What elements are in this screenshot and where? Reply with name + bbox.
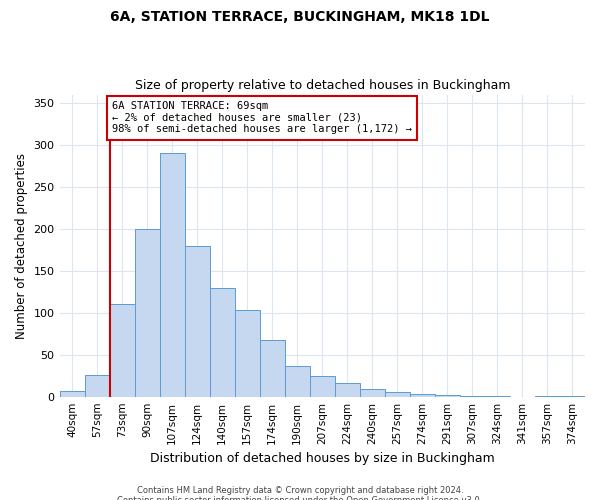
Text: Contains HM Land Registry data © Crown copyright and database right 2024.: Contains HM Land Registry data © Crown c… bbox=[137, 486, 463, 495]
Bar bbox=[235, 310, 260, 396]
Bar bbox=[134, 229, 160, 396]
Bar bbox=[310, 376, 335, 396]
Bar bbox=[59, 391, 85, 396]
Bar bbox=[209, 288, 235, 397]
Y-axis label: Number of detached properties: Number of detached properties bbox=[15, 152, 28, 338]
Bar bbox=[260, 340, 285, 396]
Bar bbox=[385, 392, 410, 396]
Bar bbox=[410, 394, 435, 396]
Bar bbox=[335, 384, 360, 396]
X-axis label: Distribution of detached houses by size in Buckingham: Distribution of detached houses by size … bbox=[150, 452, 494, 465]
Bar bbox=[285, 366, 310, 396]
Bar bbox=[110, 304, 134, 396]
Text: 6A STATION TERRACE: 69sqm
← 2% of detached houses are smaller (23)
98% of semi-d: 6A STATION TERRACE: 69sqm ← 2% of detach… bbox=[112, 102, 412, 134]
Text: 6A, STATION TERRACE, BUCKINGHAM, MK18 1DL: 6A, STATION TERRACE, BUCKINGHAM, MK18 1D… bbox=[110, 10, 490, 24]
Bar bbox=[360, 389, 385, 396]
Bar bbox=[435, 395, 460, 396]
Bar bbox=[185, 246, 209, 396]
Bar bbox=[160, 154, 185, 396]
Title: Size of property relative to detached houses in Buckingham: Size of property relative to detached ho… bbox=[134, 79, 510, 92]
Bar bbox=[85, 375, 110, 396]
Text: Contains public sector information licensed under the Open Government Licence v3: Contains public sector information licen… bbox=[118, 496, 482, 500]
